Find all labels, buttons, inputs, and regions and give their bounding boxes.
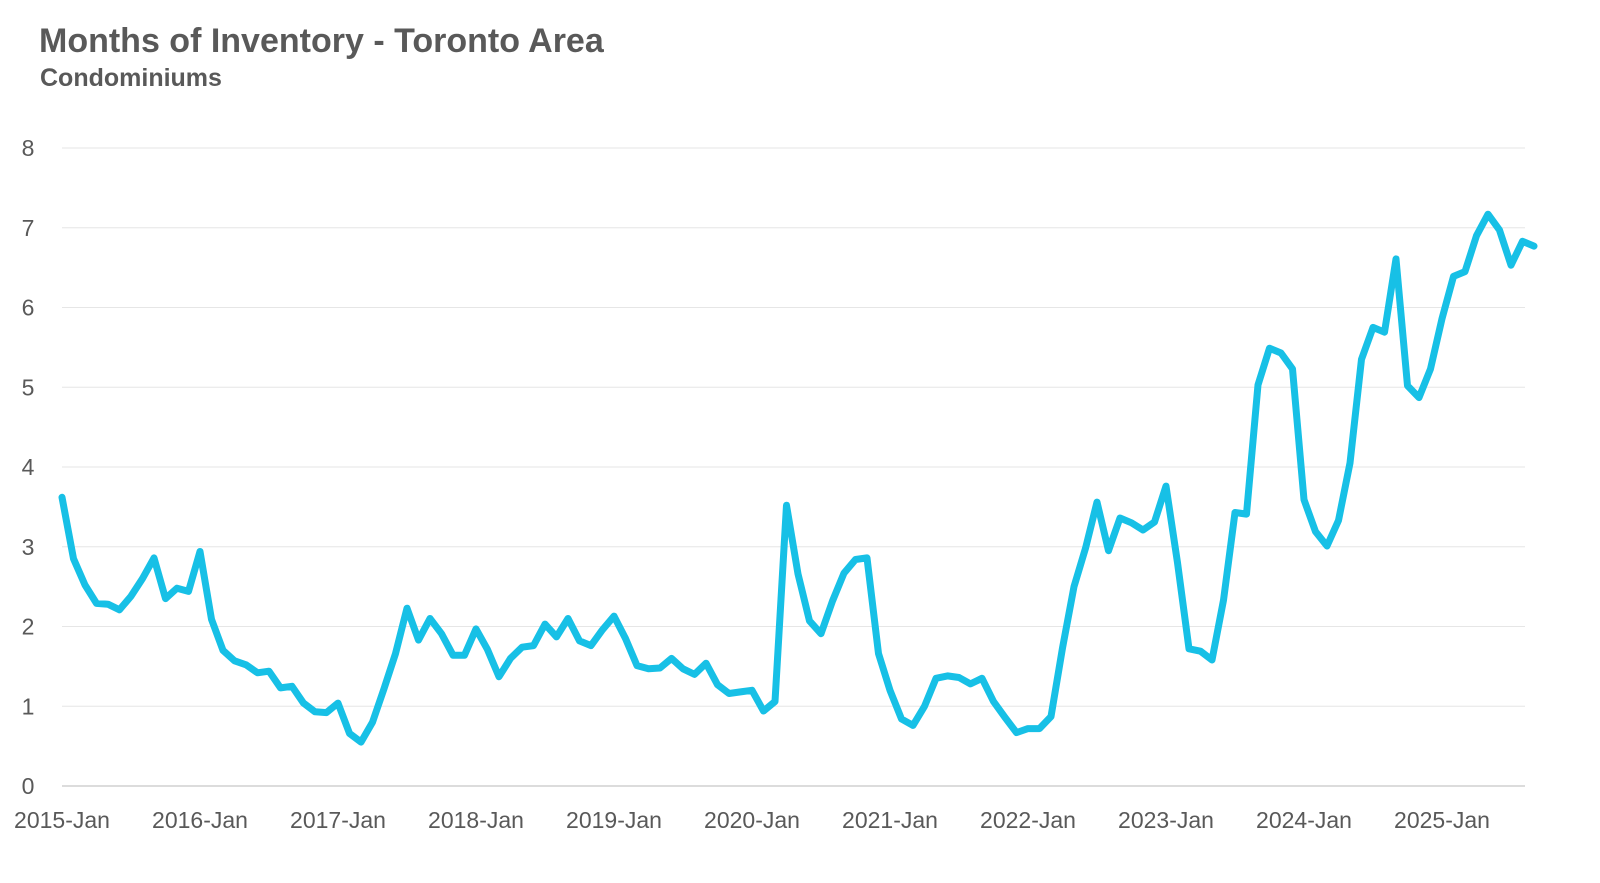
chart-title: Months of Inventory - Toronto Area	[39, 22, 604, 60]
y-tick-label: 0	[22, 773, 35, 799]
y-tick-label: 5	[22, 374, 35, 400]
series-layer	[58, 210, 1538, 746]
x-tick-label: 2020-Jan	[704, 807, 800, 833]
x-tick-label: 2023-Jan	[1118, 807, 1214, 833]
x-axis-tick-labels: 2015-Jan 2016-Jan 2017-Jan 2018-Jan 2019-Jan…	[14, 807, 1490, 833]
x-tick-label: 2024-Jan	[1256, 807, 1352, 833]
x-tick-label: 2016-Jan	[152, 807, 248, 833]
y-tick-label: 2	[22, 614, 35, 640]
x-tick-label: 2021-Jan	[842, 807, 938, 833]
x-tick-label: 2015-Jan	[14, 807, 110, 833]
gridlines	[62, 147, 1525, 707]
x-tick-label: 2017-Jan	[290, 807, 386, 833]
y-tick-label: 6	[22, 295, 35, 321]
y-tick-label: 3	[22, 534, 35, 560]
y-tick-label: 1	[22, 693, 35, 719]
y-tick-label: 7	[22, 215, 35, 241]
y-axis-tick-labels: 0 1 2 3 4 5 6 7 8	[22, 135, 35, 799]
x-tick-label: 2018-Jan	[428, 807, 524, 833]
x-tick-label: 2022-Jan	[980, 807, 1076, 833]
y-tick-label: 4	[22, 454, 35, 480]
x-tick-label: 2025-Jan	[1394, 807, 1490, 833]
series-line-0	[58, 210, 1538, 746]
x-tick-label: 2019-Jan	[566, 807, 662, 833]
chart-subtitle: Condominiums	[40, 64, 222, 92]
y-tick-label: 8	[22, 135, 35, 161]
